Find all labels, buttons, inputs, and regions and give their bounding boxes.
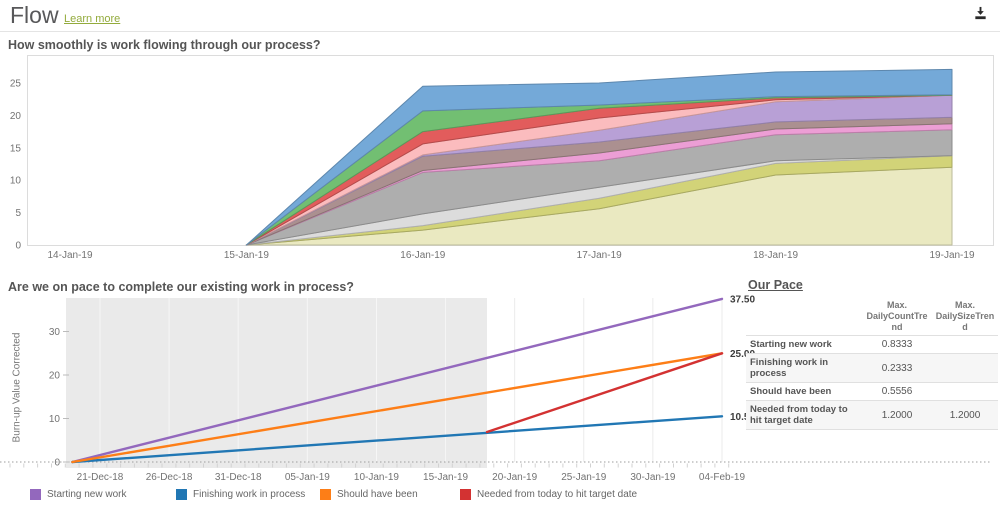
- line-finishing-work-in-process: [71, 415, 724, 464]
- x-tick-label: 20-Jan-19: [492, 472, 537, 483]
- legend-label: Finishing work in process: [193, 488, 306, 500]
- pace-row-size: 1.2000: [932, 400, 998, 431]
- end-value-label: 37.50: [730, 294, 755, 305]
- pace-row-size: [932, 382, 998, 401]
- x-tick-label: 18-Jan-19: [753, 250, 798, 261]
- legend-swatch: [30, 488, 41, 500]
- shaded-past-region: [66, 298, 487, 468]
- pace-row-label: Finishing work in process: [746, 353, 862, 383]
- area-band-blue: [245, 68, 953, 246]
- y-tick-label: 30: [49, 327, 61, 338]
- y-tick-label: 20: [49, 371, 61, 382]
- x-tick-label: 30-Jan-19: [630, 472, 675, 483]
- x-tick-label: 19-Jan-19: [929, 250, 974, 261]
- learn-more-link[interactable]: Learn more: [64, 13, 121, 25]
- x-tick-label: 31-Dec-18: [215, 472, 262, 483]
- pace-row-count: 1.2000: [862, 400, 932, 431]
- x-tick-label: 25-Jan-19: [561, 472, 606, 483]
- y-tick-label: 10: [49, 414, 61, 425]
- pace-row-label: Needed from today to hit target date: [746, 400, 862, 431]
- x-tick-label: 21-Dec-18: [77, 472, 124, 483]
- pace-col-metric: [746, 298, 862, 336]
- pace-header-row: Max. DailyCountTrend Max. DailySizeTrend: [746, 298, 998, 336]
- x-tick-label: 26-Dec-18: [146, 472, 193, 483]
- pace-col-count-trend: Max. DailyCountTrend: [866, 300, 928, 332]
- x-tick-label: 10-Jan-19: [354, 472, 399, 483]
- x-tick-label: 17-Jan-19: [577, 250, 622, 261]
- legend-swatch: [176, 488, 187, 500]
- pace-row-size: [932, 353, 998, 383]
- pace-row-count: 0.8333: [862, 335, 932, 354]
- y-tick-label: 15: [10, 143, 22, 154]
- legend-swatch: [460, 488, 471, 500]
- x-tick-label: 04-Feb-19: [699, 472, 746, 483]
- end-value-label: 10.50: [730, 412, 755, 423]
- legend-item-should-have-been[interactable]: Should have been: [320, 488, 418, 500]
- y-tick-label: 0: [15, 241, 21, 252]
- flow-area-chart[interactable]: 0 5 10 15 20 25 14-Jan-19 15-Jan-19 16-Jan-19 17-…: [0, 55, 1000, 270]
- table-row: Finishing work in process 0.2333: [746, 353, 998, 383]
- y-tick-label: 5: [15, 208, 21, 219]
- pace-row-size: [932, 335, 998, 354]
- download-icon[interactable]: [973, 6, 988, 21]
- pace-row-label: Starting new work: [746, 335, 862, 354]
- pace-row-count: 0.5556: [862, 382, 932, 401]
- end-value-label: 25.00: [730, 349, 755, 360]
- legend-item-starting-new-work[interactable]: Starting new work: [30, 488, 126, 500]
- x-tick-label: 14-Jan-19: [47, 250, 92, 261]
- legend-label: Starting new work: [47, 488, 127, 500]
- table-row: Starting new work 0.8333: [746, 335, 998, 354]
- pace-row-count: 0.2333: [862, 353, 932, 383]
- x-tick-label: 15-Jan-19: [224, 250, 269, 261]
- y-tick-label: 20: [10, 111, 22, 122]
- legend-label: Should have been: [337, 488, 418, 500]
- legend-swatch: [320, 488, 331, 500]
- our-pace-title: Our Pace: [748, 278, 803, 292]
- pace-col-size-trend: Max. DailySizeTrend: [935, 300, 995, 332]
- pace-row-label: Should have been: [746, 382, 862, 401]
- our-pace-table: Max. DailyCountTrend Max. DailySizeTrend…: [746, 298, 998, 431]
- line-starting-new-work: [71, 297, 724, 464]
- legend-item-finishing-work[interactable]: Finishing work in process: [176, 488, 305, 500]
- y-tick-label: 0: [54, 458, 60, 469]
- table-row: Should have been 0.5556: [746, 382, 998, 401]
- y-tick-label: 25: [10, 79, 22, 90]
- x-tick-label: 05-Jan-19: [285, 472, 330, 483]
- question-flow: How smoothly is work flowing through our…: [8, 38, 321, 52]
- table-row: Needed from today to hit target date 1.2…: [746, 400, 998, 431]
- page-header: Flow Learn more: [0, 0, 1000, 32]
- line-needed-from-today-to-hit-target-date: [485, 352, 724, 434]
- burnup-line-chart[interactable]: 0 10 20 30 37.50 10.50 25.00 21-Dec-18 26-Dec-18…: [0, 292, 1000, 492]
- page-title: Flow: [10, 2, 59, 28]
- line-should-have-been: [71, 352, 724, 464]
- x-tick-label: 15-Jan-19: [423, 472, 468, 483]
- y-tick-label: 10: [10, 176, 22, 187]
- legend-item-needed-from-today[interactable]: Needed from today to hit target date: [460, 488, 637, 500]
- question-pace: Are we on pace to complete our existing …: [8, 280, 354, 294]
- legend-label: Needed from today to hit target date: [477, 488, 638, 500]
- x-tick-label: 16-Jan-19: [400, 250, 445, 261]
